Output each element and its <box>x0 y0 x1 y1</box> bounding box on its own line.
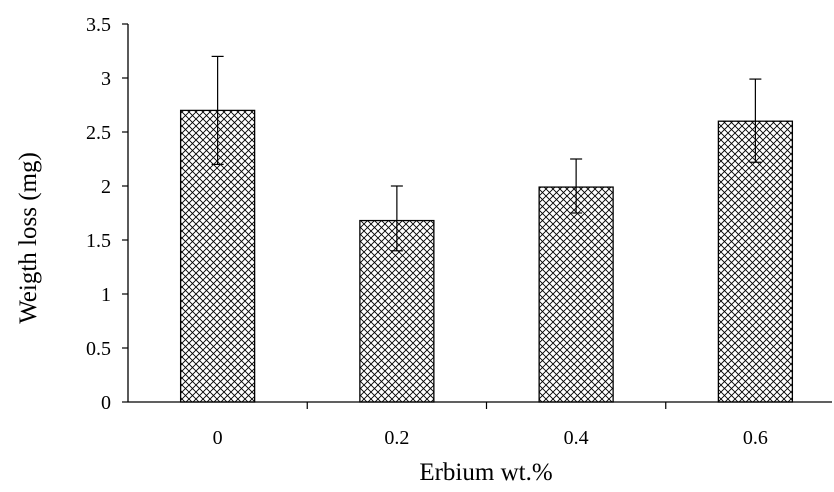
y-axis-title: Weigth loss (mg) <box>15 152 42 324</box>
y-tick-label: 1 <box>101 284 111 306</box>
x-tick-label: 0.6 <box>743 427 768 449</box>
error-bars-layer <box>211 55 762 252</box>
y-tick-label: 0.5 <box>86 338 111 360</box>
x-tick-label: 0.2 <box>384 427 409 449</box>
x-axis-title: Erbium wt.% <box>419 459 552 486</box>
y-tick-label: 2.5 <box>86 122 111 144</box>
bar <box>538 186 614 403</box>
bars-layer <box>179 109 794 403</box>
y-tick-label: 1.5 <box>86 230 111 252</box>
y-tick-label: 3 <box>101 68 111 90</box>
y-tick-label: 3.5 <box>86 14 111 36</box>
y-ticks: 0 0.5 1 1.5 2 2.5 3 3.5 <box>86 14 128 414</box>
x-tick-label: 0 <box>213 427 223 449</box>
y-tick-label: 2 <box>101 176 111 198</box>
y-tick-label: 0 <box>101 392 111 414</box>
x-ticks: 0 0.2 0.4 0.6 <box>213 402 768 449</box>
bar <box>717 120 794 403</box>
x-tick-label: 0.4 <box>564 427 589 449</box>
axes <box>127 24 832 403</box>
